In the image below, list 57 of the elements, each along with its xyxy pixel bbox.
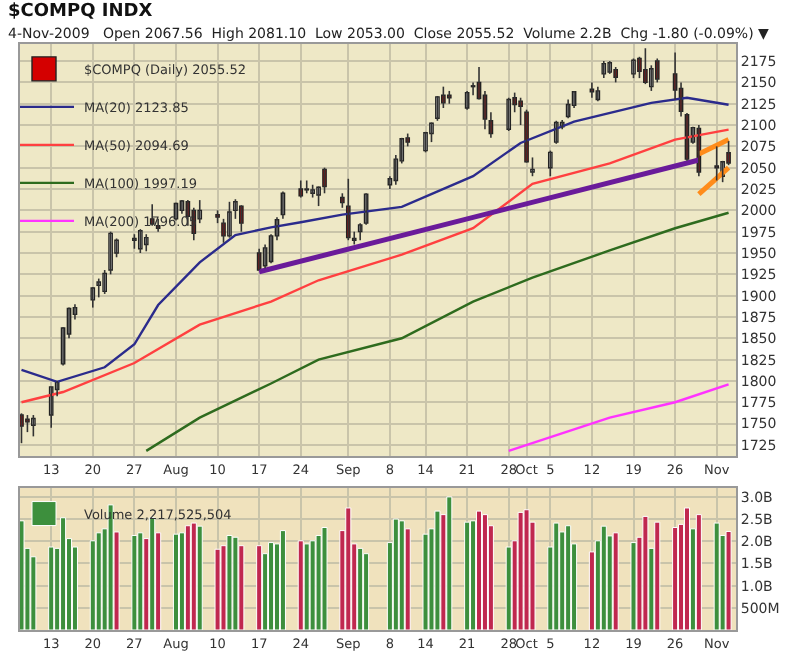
bar — [297, 540, 304, 630]
bar — [553, 522, 560, 630]
bar — [725, 530, 732, 630]
bar — [600, 525, 607, 630]
bar — [434, 510, 441, 630]
bar — [357, 547, 364, 630]
bar — [309, 540, 316, 630]
bar — [131, 534, 138, 630]
line-series — [507, 383, 730, 453]
bar — [464, 521, 471, 630]
bar — [20, 520, 25, 630]
bar — [196, 525, 203, 630]
bar — [279, 530, 286, 630]
bar — [149, 517, 156, 630]
bar — [89, 540, 96, 630]
line-series — [145, 211, 730, 453]
bar — [398, 520, 405, 630]
bar — [321, 527, 328, 630]
bar — [392, 518, 399, 630]
bar — [672, 527, 679, 630]
candlestick — [714, 145, 720, 182]
bar — [345, 507, 352, 630]
bar — [226, 534, 233, 630]
bar — [683, 507, 690, 630]
bar — [363, 553, 370, 630]
bar — [654, 521, 661, 630]
bar — [184, 525, 191, 630]
bar — [238, 545, 245, 630]
bar — [71, 546, 78, 630]
bar — [446, 496, 453, 630]
bar — [315, 534, 322, 630]
bar — [190, 522, 197, 630]
bar — [404, 528, 411, 630]
bar — [214, 548, 221, 630]
bar — [30, 556, 37, 630]
bar — [172, 533, 179, 630]
bar — [523, 509, 530, 630]
bar — [178, 532, 185, 630]
candlestick — [239, 204, 244, 233]
bar — [481, 514, 488, 630]
bar — [565, 525, 572, 630]
bar — [475, 510, 483, 630]
bar — [612, 532, 619, 630]
bar — [48, 546, 55, 630]
bar — [268, 542, 275, 630]
bar — [695, 514, 702, 630]
bar — [642, 515, 649, 630]
bar — [137, 532, 144, 630]
bar — [232, 536, 239, 630]
chart-title: $COMPQ INDX — [8, 2, 153, 22]
candlestick — [227, 201, 232, 239]
line-series — [20, 128, 730, 404]
bar — [422, 533, 429, 630]
candlestick — [304, 179, 310, 195]
bar — [630, 542, 637, 630]
bar — [256, 545, 263, 630]
bar — [517, 511, 524, 630]
